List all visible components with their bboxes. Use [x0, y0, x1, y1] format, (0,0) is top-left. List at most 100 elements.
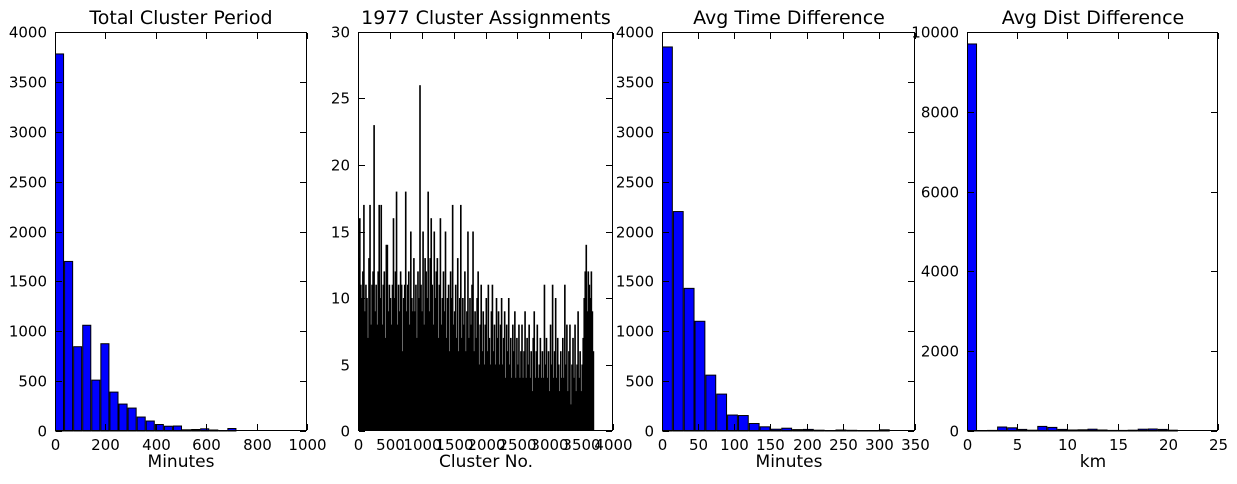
histogram-bar	[395, 191, 398, 431]
histogram-bar	[517, 364, 519, 431]
histogram-bar	[566, 324, 568, 431]
y-tick-label: 4000	[9, 24, 47, 42]
histogram-bar	[387, 311, 390, 431]
histogram-bar	[523, 351, 525, 431]
histogram-bar	[501, 364, 504, 431]
histogram-bar	[380, 204, 383, 431]
x-tick-label: 400	[142, 436, 171, 454]
histogram-bar	[396, 324, 399, 431]
histogram-bar	[588, 284, 591, 431]
histogram-bar	[967, 43, 978, 432]
y-tick-label: 1000	[9, 323, 47, 341]
histogram-bar	[477, 271, 479, 431]
histogram-bar	[527, 364, 529, 431]
histogram-bar	[447, 284, 450, 431]
histogram-bar	[427, 191, 429, 431]
histogram-bar	[576, 364, 578, 431]
histogram-bar	[384, 337, 387, 431]
histogram-bar	[394, 271, 397, 431]
histogram-bar	[397, 284, 400, 431]
x-axis-label-minutes-2: Minutes	[755, 452, 823, 472]
histogram-bar	[662, 46, 673, 432]
histogram-bar	[505, 324, 508, 431]
y-tick-label: 25	[331, 90, 350, 108]
histogram-bar	[457, 351, 460, 431]
histogram-bar	[499, 324, 502, 431]
histogram-bar	[565, 364, 567, 431]
histogram-bar	[549, 324, 552, 431]
histogram-bar	[431, 284, 434, 431]
histogram-bar	[467, 231, 469, 431]
x-tick-label: 150	[756, 436, 785, 454]
histogram-bar	[398, 311, 401, 431]
x-tick-label: 3000	[530, 436, 568, 454]
histogram-bar	[537, 377, 540, 431]
histogram-bar	[557, 364, 560, 431]
histogram-bar	[429, 258, 432, 431]
histogram-bar	[414, 311, 416, 431]
y-tick-label: 30	[331, 24, 350, 42]
x-tick-label: 0	[963, 436, 973, 454]
histogram-bar	[400, 284, 403, 431]
histogram-bar	[374, 311, 376, 431]
histogram-bar	[369, 204, 371, 431]
chart-title-total-cluster-period: Total Cluster Period	[89, 7, 273, 29]
y-tick-label: 6000	[921, 184, 959, 202]
histogram-bar	[364, 311, 366, 431]
histogram-bar	[368, 258, 370, 431]
y-tick-label: 2500	[616, 174, 654, 192]
histogram-bar	[474, 311, 476, 431]
histogram-bar	[456, 258, 459, 431]
x-tick-label: 300	[865, 436, 894, 454]
x-tick-label: 1500	[435, 436, 473, 454]
histogram-bar	[416, 337, 418, 431]
chart-group-2: 0 50 100 150 200 250 300 3500500100015002000250…	[616, 24, 930, 455]
y-tick-label: 10000	[911, 24, 959, 42]
histogram-bar	[466, 311, 468, 431]
histogram-bar	[388, 284, 391, 431]
x-tick-label: 0	[51, 436, 61, 454]
histogram-bar	[498, 364, 501, 431]
histogram-bar	[553, 351, 556, 431]
histogram-bar	[560, 377, 563, 431]
y-tick-label: 1000	[616, 323, 654, 341]
histogram-bar	[73, 346, 83, 432]
histogram-bar	[381, 324, 384, 431]
x-tick-label: 250	[829, 436, 858, 454]
histogram-bar	[532, 337, 535, 431]
histogram-bar	[525, 377, 527, 431]
histogram-bar	[403, 284, 406, 431]
x-tick-label: 25	[1209, 436, 1228, 454]
histogram-bar	[534, 377, 537, 431]
histogram-bar	[363, 204, 365, 431]
y-tick-label: 2000	[921, 343, 959, 361]
histogram-bar	[568, 351, 570, 431]
histogram-bar	[64, 260, 74, 432]
histogram-bar	[461, 337, 463, 431]
histogram-bar	[465, 351, 467, 431]
histogram-bar	[538, 364, 541, 431]
histogram-bar	[91, 379, 101, 432]
x-axis-label-cluster-no: Cluster No.	[439, 452, 533, 472]
histogram-bar	[446, 298, 449, 431]
histogram-bar	[547, 351, 550, 431]
histogram-bar	[694, 320, 706, 432]
y-tick-label: 1500	[616, 273, 654, 291]
y-tick-label: 3000	[616, 124, 654, 142]
histogram-bar	[716, 393, 728, 432]
histogram-bar	[432, 324, 435, 431]
histogram-bar	[454, 284, 457, 431]
histogram-bar	[451, 204, 454, 431]
histogram-bar	[574, 324, 576, 431]
histogram-bar	[473, 351, 475, 431]
histogram-bar	[487, 284, 490, 431]
histogram-bar	[573, 377, 575, 431]
x-tick-label: 50	[689, 436, 708, 454]
histogram-bar	[548, 391, 551, 431]
y-tick-label: 15	[331, 224, 350, 242]
histogram-bar	[578, 377, 580, 431]
histogram-bar	[410, 231, 412, 431]
x-tick-label: 15	[1109, 436, 1128, 454]
histogram-bar	[559, 351, 562, 431]
histogram-bar	[586, 311, 589, 431]
